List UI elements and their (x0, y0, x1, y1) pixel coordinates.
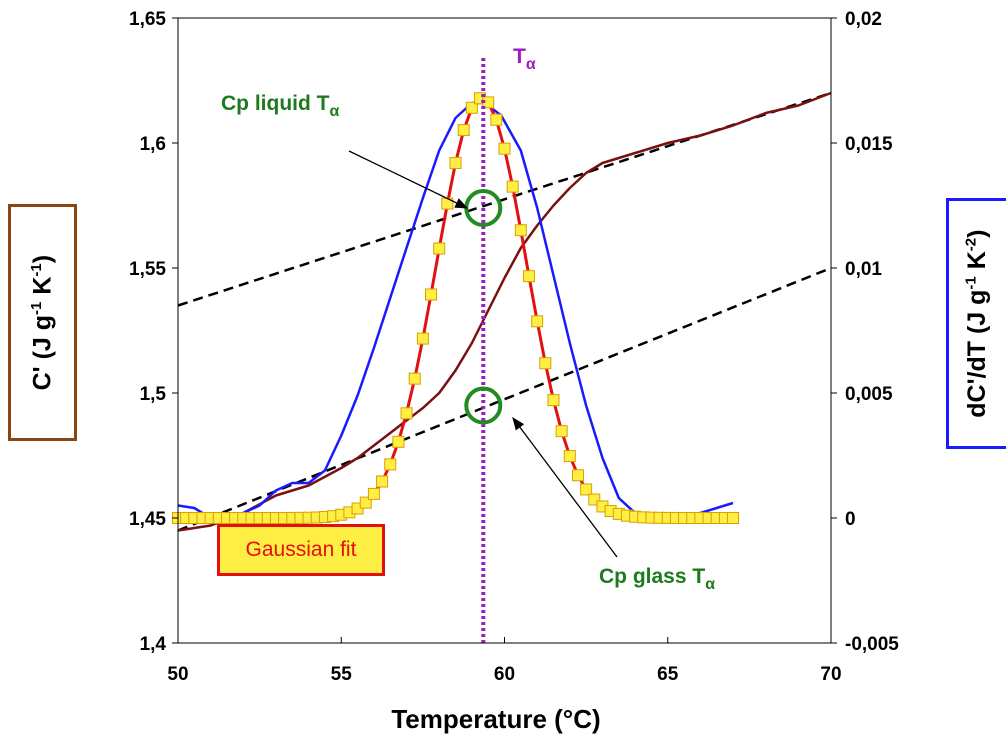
gaussian-marker (449, 156, 462, 169)
gaussian-marker (588, 493, 601, 506)
gaussian-marker (727, 511, 740, 524)
gaussian-marker (425, 288, 438, 301)
gaussian-marker (522, 270, 535, 283)
tangent-lines (177, 91, 832, 532)
gaussian-marker (384, 458, 397, 471)
gaussian-marker (359, 496, 372, 509)
cp-glass-arrow (512, 416, 618, 558)
gaussian-marker (531, 315, 544, 328)
gaussian-marker (416, 332, 429, 345)
t-alpha-label: Tα (513, 45, 536, 73)
y-right-tick-label: 0,015 (845, 134, 893, 155)
x-tick-label: 55 (331, 664, 353, 685)
y-left-tick-label: 1,6 (140, 134, 166, 155)
x-tick-label: 70 (820, 664, 841, 685)
gaussian-marker (408, 372, 421, 385)
y-left-title: C' (J g-1 K-1) (27, 254, 57, 391)
y-left-tick-label: 1,4 (140, 634, 167, 655)
y-left-tick-label: 1,55 (129, 259, 166, 280)
legend-gaussian-fit: Gaussian fit (217, 524, 385, 576)
cp-liquid-arrow (348, 150, 469, 209)
gaussian-marker (506, 180, 519, 193)
gaussian-marker (571, 469, 584, 482)
gaussian-marker (490, 113, 503, 126)
x-tick-label: 65 (657, 664, 679, 685)
gaussian-marker (367, 487, 380, 500)
legend-label: Gaussian fit (245, 538, 357, 561)
y-right-tick-label: 0,01 (845, 259, 882, 280)
gaussian-marker (563, 450, 576, 463)
y-right-title-box: dC'/dT (J g-1 K-2) (946, 198, 1006, 449)
gaussian-marker (498, 142, 511, 155)
gaussian-marker (433, 242, 446, 255)
gaussian-marker (514, 224, 527, 237)
gaussian-marker (457, 124, 470, 137)
gaussian-marker (376, 475, 389, 488)
x-axis-title: Temperature (°C) (391, 704, 600, 734)
gaussian-marker (465, 101, 478, 114)
y-left-tick-label: 1,65 (129, 9, 166, 30)
gaussian-marker (547, 394, 560, 407)
y-left-tick-label: 1,45 (129, 509, 166, 530)
x-tick-label: 60 (494, 664, 515, 685)
x-tick-label: 50 (167, 664, 188, 685)
series-group (177, 91, 832, 532)
gaussian-marker (555, 425, 568, 438)
gaussian-markers (172, 92, 740, 524)
y-right-title: dC'/dT (J g-1 K-2) (962, 229, 992, 418)
y-right-tick-label: -0,005 (845, 634, 899, 655)
gaussian-marker (400, 407, 413, 420)
y-right-tick-label: 0,02 (845, 9, 882, 30)
y-right-tick-label: 0,005 (845, 384, 893, 405)
gaussian-marker (392, 435, 405, 448)
gaussian-marker (580, 483, 593, 496)
series-cprime-line (177, 91, 832, 532)
gaussian-marker (539, 357, 552, 370)
y-left-title-box: C' (J g-1 K-1) (8, 204, 77, 441)
y-left-tick-label: 1,5 (140, 384, 167, 405)
annotations: Tα Cp liquid Tα Cp glass Tα (221, 45, 715, 643)
cp-glass-circle (464, 386, 503, 425)
axes: 50 55 60 65 70 1,4 1,45 1,5 1,55 1,6 1,65 -0,005 0 0,… (129, 9, 899, 685)
cp-liquid-label: Cp liquid Tα (221, 92, 339, 120)
y-right-tick-label: 0 (845, 509, 856, 530)
cp-glass-label: Cp glass Tα (599, 565, 715, 593)
tangent-line (177, 91, 832, 307)
